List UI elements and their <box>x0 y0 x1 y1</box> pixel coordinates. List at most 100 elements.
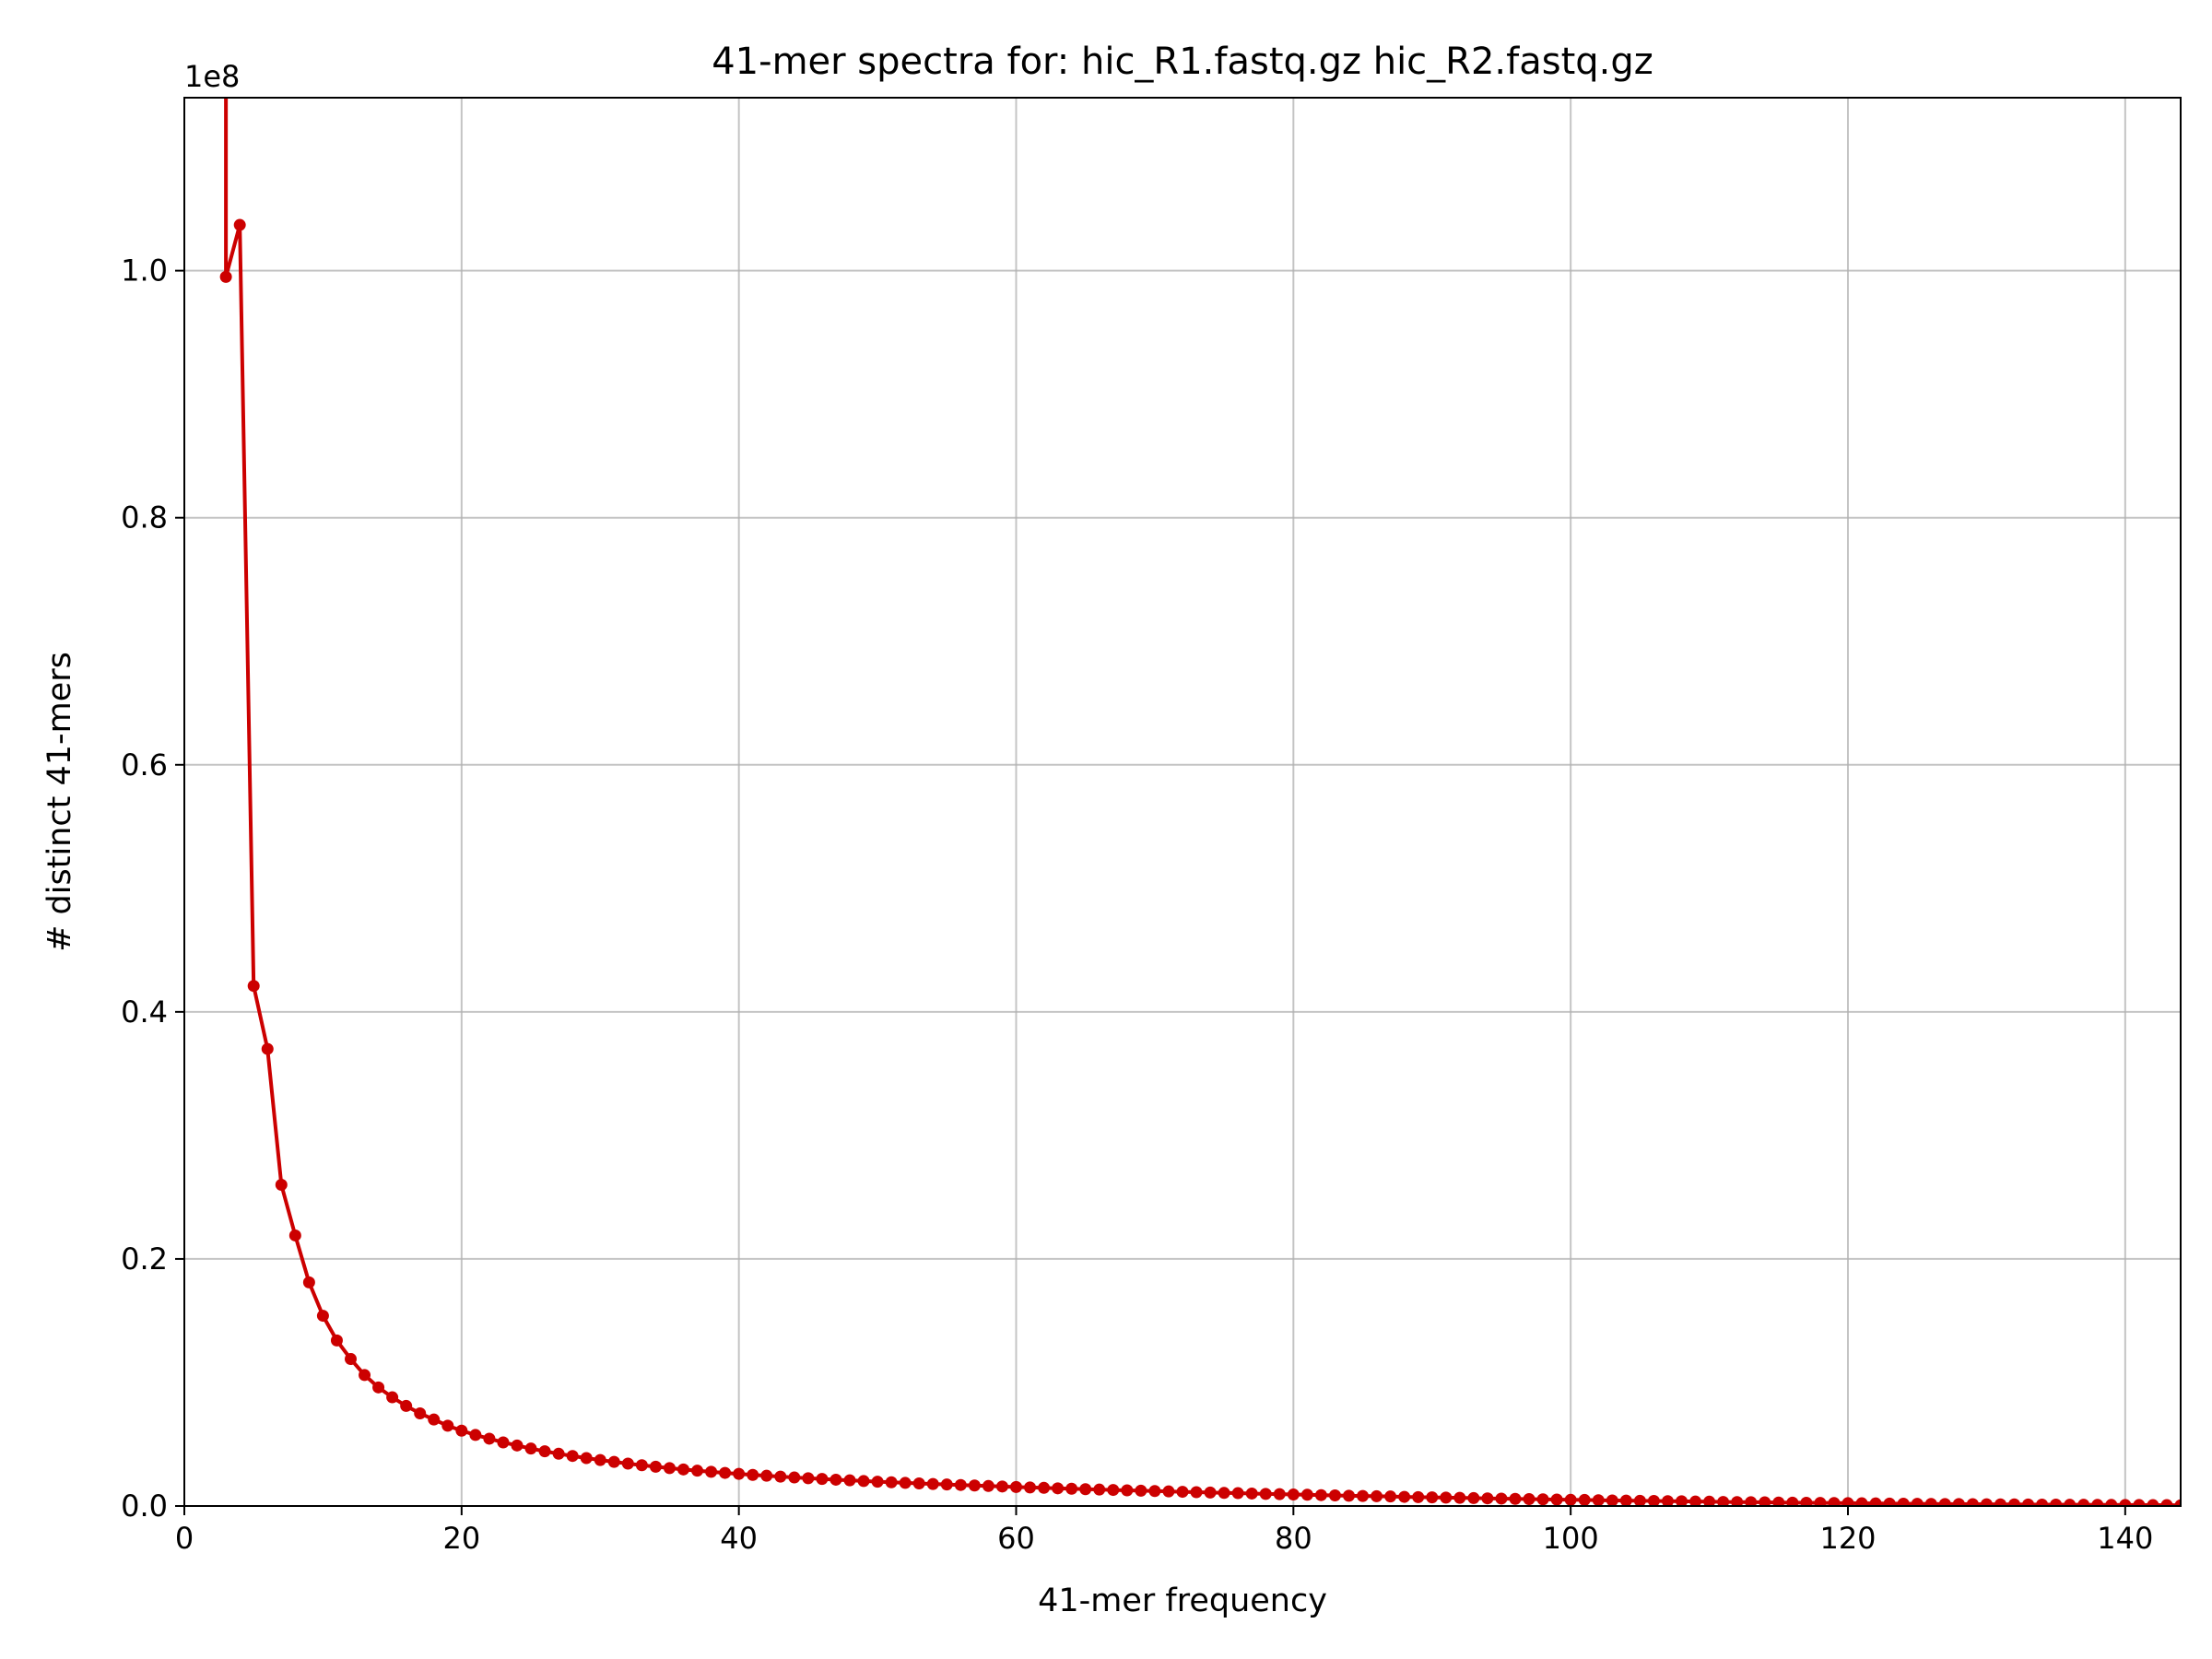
data-point <box>1245 1487 1258 1500</box>
x-axis-label: 41-mer frequency <box>1038 1583 1327 1619</box>
data-point <box>386 1391 399 1404</box>
data-point <box>1038 1481 1051 1494</box>
data-point <box>2091 1499 2104 1506</box>
data-point <box>843 1474 856 1487</box>
data-point <box>1398 1490 1411 1503</box>
data-point <box>1440 1491 1453 1504</box>
data-point <box>1731 1496 1744 1506</box>
data-point <box>1231 1487 1244 1500</box>
data-point <box>1343 1489 1355 1502</box>
data-point <box>1010 1480 1022 1493</box>
x-tick-label: 140 <box>2097 1521 2153 1556</box>
data-point <box>1661 1495 1674 1506</box>
data-point <box>2147 1499 2159 1506</box>
data-point <box>538 1445 551 1458</box>
data-point <box>1204 1486 1217 1499</box>
data-point <box>1273 1488 1286 1500</box>
data-point <box>441 1419 454 1432</box>
chart-title: 41-mer spectra for: hic_R1.fastq.gz hic_… <box>712 41 1653 83</box>
x-tick-label: 100 <box>1543 1521 1599 1556</box>
data-point <box>302 1276 315 1288</box>
data-point <box>233 218 246 231</box>
data-point <box>1689 1495 1702 1506</box>
data-point <box>455 1424 468 1437</box>
data-point <box>497 1436 510 1449</box>
data-point <box>1190 1486 1203 1499</box>
data-point <box>1550 1493 1563 1506</box>
data-point <box>580 1452 593 1465</box>
data-point <box>788 1471 801 1484</box>
data-point <box>261 1042 274 1055</box>
data-point <box>774 1470 787 1483</box>
data-point <box>330 1334 343 1347</box>
data-point <box>995 1480 1008 1493</box>
data-point <box>1495 1492 1508 1505</box>
y-tick-label: 1.0 <box>121 253 168 288</box>
data-point <box>1717 1496 1730 1506</box>
data-point <box>1536 1493 1549 1506</box>
data-point <box>1841 1497 1854 1506</box>
data-point <box>607 1455 620 1468</box>
data-point <box>1176 1486 1189 1499</box>
data-point <box>414 1406 427 1419</box>
data-point <box>1259 1488 1272 1500</box>
data-point <box>1121 1484 1134 1497</box>
data-point <box>1578 1493 1591 1506</box>
data-point <box>2133 1499 2146 1506</box>
data-point <box>1523 1492 1535 1505</box>
data-point <box>552 1447 565 1460</box>
data-point <box>1509 1492 1522 1505</box>
data-point <box>2022 1498 2035 1506</box>
y-tick-label: 0.6 <box>121 747 168 782</box>
data-point <box>1453 1491 1466 1504</box>
data-point <box>566 1450 579 1463</box>
data-point <box>400 1399 413 1412</box>
data-point <box>1093 1483 1106 1496</box>
y-tick-label: 0.4 <box>121 994 168 1030</box>
data-point <box>2008 1498 2020 1506</box>
data-point <box>483 1432 496 1445</box>
data-point <box>830 1473 842 1486</box>
data-point <box>1647 1495 1660 1506</box>
data-point <box>1855 1497 1868 1506</box>
data-point <box>2174 1499 2181 1506</box>
data-point <box>733 1467 746 1480</box>
data-point <box>288 1229 301 1241</box>
data-point <box>1633 1494 1646 1506</box>
data-point <box>857 1475 870 1488</box>
x-tick-label: 60 <box>997 1521 1035 1556</box>
data-point <box>2077 1499 2090 1506</box>
data-point <box>1287 1488 1300 1501</box>
data-point <box>1357 1489 1370 1502</box>
data-point <box>1745 1496 1758 1506</box>
data-point <box>1980 1498 1993 1506</box>
data-point <box>2119 1499 2132 1506</box>
data-point <box>899 1477 912 1489</box>
data-point <box>345 1352 357 1365</box>
data-point <box>1606 1494 1618 1506</box>
data-point <box>1148 1485 1161 1498</box>
plot-frame <box>183 97 2182 1507</box>
data-point <box>982 1479 994 1492</box>
data-point <box>1218 1487 1230 1500</box>
data-point <box>372 1381 385 1394</box>
data-point <box>469 1429 482 1441</box>
data-point <box>1994 1498 2006 1506</box>
data-point <box>1107 1484 1120 1497</box>
data-point <box>511 1439 524 1452</box>
data-point <box>1467 1491 1480 1504</box>
data-point <box>1384 1490 1397 1503</box>
data-point <box>359 1369 371 1382</box>
x-tick-label: 120 <box>1819 1521 1876 1556</box>
data-point <box>635 1459 648 1472</box>
data-point <box>316 1310 329 1323</box>
x-tick-label: 80 <box>1275 1521 1312 1556</box>
data-point <box>247 980 260 993</box>
data-point <box>1759 1496 1771 1506</box>
y-tick-label: 0.0 <box>121 1488 168 1524</box>
data-point <box>1065 1482 1078 1495</box>
data-point <box>871 1476 884 1488</box>
data-point <box>1592 1494 1605 1506</box>
